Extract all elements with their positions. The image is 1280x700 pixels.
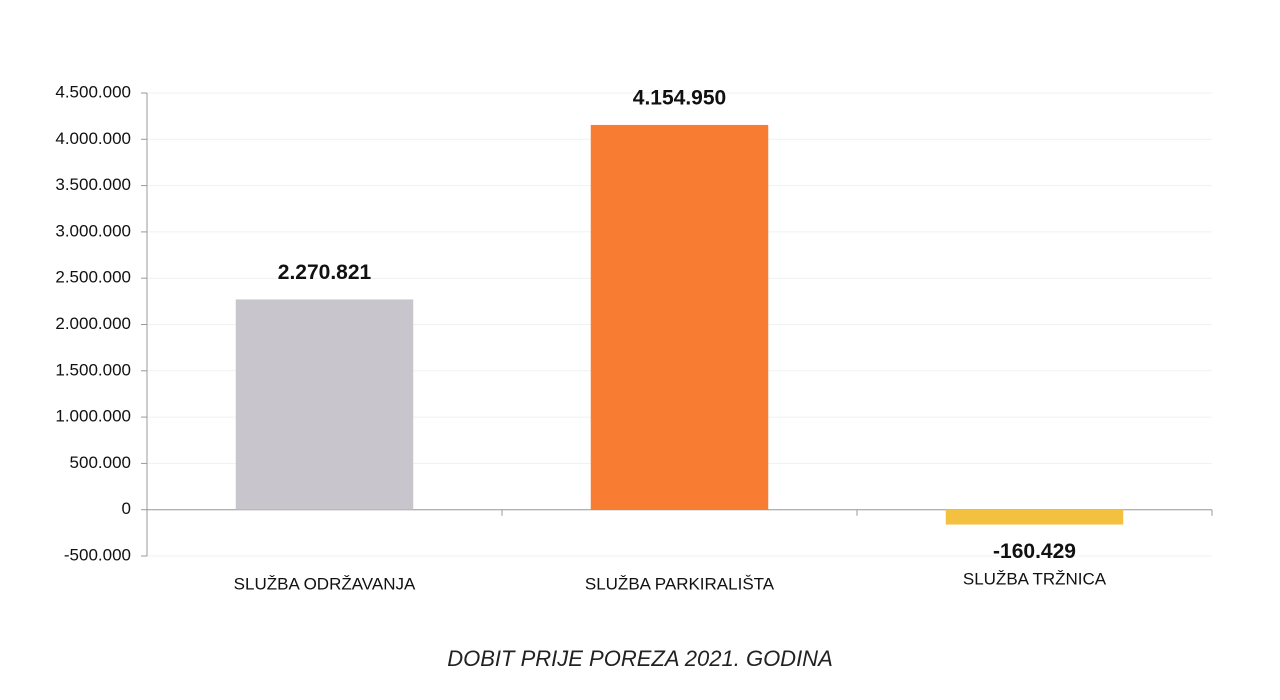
y-tick-label: 3.500.000 [55,175,131,194]
y-tick-label: 4.500.000 [55,82,131,101]
y-tick-label: 3.000.000 [55,221,131,240]
x-tick-label: SLUŽBA PARKIRALIŠTA [585,574,775,593]
x-tick-label: SLUŽBA ODRŽAVANJA [234,574,416,593]
y-tick-label: 0 [122,499,131,518]
y-tick-label: 2.000.000 [55,314,131,333]
bar [235,299,414,510]
y-tick-label: 1.500.000 [55,360,131,379]
y-tick-label: 4.000.000 [55,129,131,148]
x-tick-label: SLUŽBA TRŽNICA [963,569,1107,588]
value-label: 4.154.950 [633,86,726,109]
y-tick-label: 1.000.000 [55,407,131,426]
bar [590,124,769,510]
y-tick-label: -500.000 [64,545,131,564]
bar [945,509,1124,525]
y-tick-label: 2.500.000 [55,268,131,287]
value-label: -160.429 [993,540,1076,563]
chart-title: DOBIT PRIJE POREZA 2021. GODINA [447,646,833,671]
y-tick-label: 500.000 [70,453,131,472]
value-label: 2.270.821 [278,261,372,284]
